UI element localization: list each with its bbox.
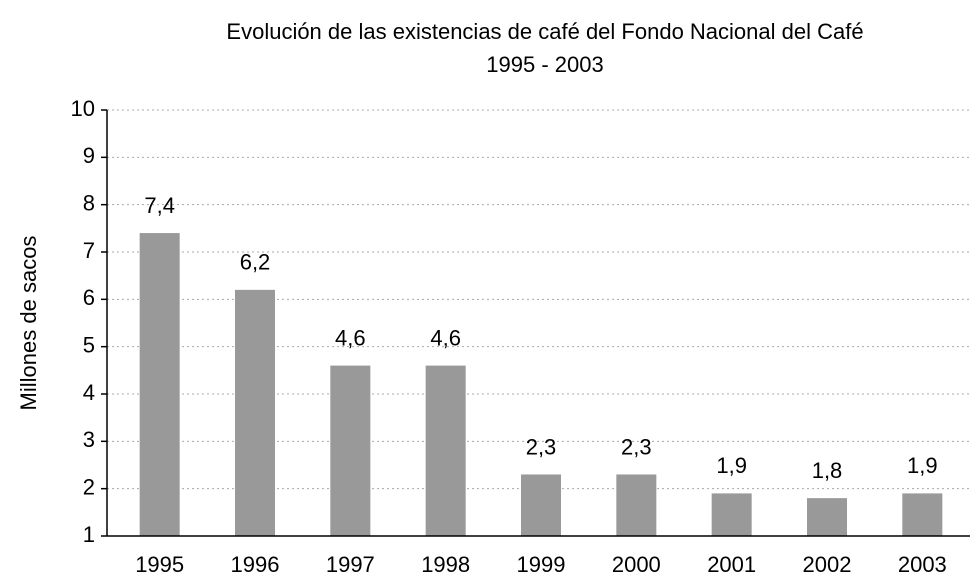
- bar: [807, 498, 847, 536]
- chart-title: Evolución de las existencias de café del…: [226, 19, 863, 44]
- y-tick-label: 2: [83, 474, 95, 499]
- x-tick-label: 1997: [326, 552, 375, 577]
- x-tick-label: 2003: [898, 552, 947, 577]
- bar: [616, 474, 657, 536]
- value-label: 2,3: [526, 434, 557, 459]
- value-label: 7,4: [144, 193, 175, 218]
- x-tick-label: 1996: [231, 552, 280, 577]
- y-tick-label: 1: [83, 522, 95, 547]
- bar: [711, 493, 752, 536]
- bar: [139, 233, 180, 537]
- value-label: 2,3: [621, 434, 652, 459]
- bar: [902, 493, 943, 536]
- value-label: 6,2: [240, 250, 271, 275]
- x-tick-label: 2001: [707, 552, 756, 577]
- value-label: 1,9: [716, 453, 747, 478]
- x-tick-label: 2000: [612, 552, 661, 577]
- value-label: 4,6: [335, 325, 366, 350]
- bar: [521, 474, 561, 536]
- chart-subtitle: 1995 - 2003: [486, 52, 603, 77]
- y-axis-label: Millones de sacos: [16, 236, 41, 411]
- bar: [425, 365, 466, 536]
- value-label: 1,8: [812, 458, 843, 483]
- y-tick-label: 7: [83, 238, 95, 263]
- x-tick-label: 1995: [135, 552, 184, 577]
- x-tick-label: 1999: [517, 552, 566, 577]
- y-tick-label: 4: [83, 380, 95, 405]
- y-tick-label: 6: [83, 285, 95, 310]
- x-tick-label: 1998: [421, 552, 470, 577]
- value-label: 1,9: [907, 453, 938, 478]
- x-tick-label: 2002: [803, 552, 852, 577]
- y-tick-label: 3: [83, 427, 95, 452]
- y-tick-label: 9: [83, 143, 95, 168]
- bar: [330, 365, 371, 536]
- y-tick-label: 8: [83, 190, 95, 215]
- value-label: 4,6: [430, 325, 461, 350]
- bar: [235, 289, 275, 536]
- y-tick-label: 10: [71, 96, 95, 121]
- y-tick-label: 5: [83, 332, 95, 357]
